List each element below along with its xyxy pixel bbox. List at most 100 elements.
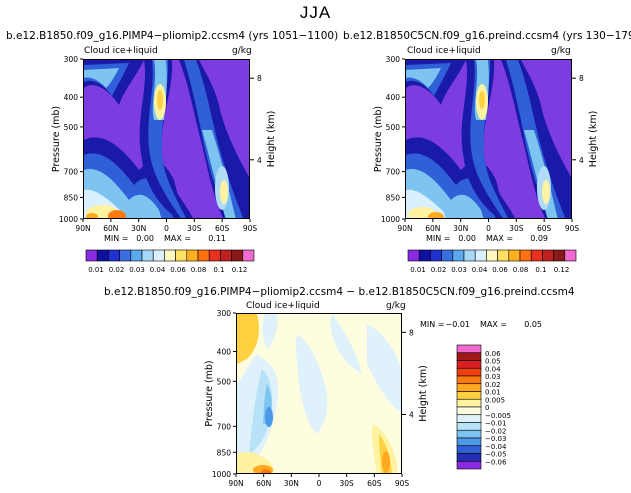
x-tick-label: 30S bbox=[340, 479, 355, 488]
colorbar-swatch bbox=[463, 249, 476, 262]
x-tick-label: 90N bbox=[228, 479, 243, 488]
diff-colorbar-label: 0.06 bbox=[485, 350, 501, 358]
colorbar-swatch bbox=[474, 249, 487, 262]
max-label: MAX = bbox=[486, 234, 513, 243]
colorbar-label: 0.03 bbox=[451, 266, 467, 274]
y-tick-label: 500 bbox=[386, 123, 401, 132]
colorbar-label: 0.03 bbox=[129, 266, 145, 274]
diff-colorbar-swatch bbox=[456, 375, 482, 385]
panel2-plot-area bbox=[405, 59, 572, 219]
colorbar-swatch bbox=[542, 249, 554, 262]
diff-colorbar-label: −0.06 bbox=[485, 458, 507, 466]
x-tick-label: 30N bbox=[284, 479, 299, 488]
colorbar-swatch bbox=[130, 249, 143, 262]
min-label: MIN = bbox=[104, 234, 129, 243]
pressure-axis-label: Pressure (mb) bbox=[373, 106, 384, 172]
colorbar-label: 0.12 bbox=[554, 266, 570, 274]
x-tick-label: 90N bbox=[397, 224, 412, 233]
diff-colorbar-label: 0.02 bbox=[485, 381, 501, 389]
y-tick-label: 300 bbox=[217, 309, 232, 318]
diff-colorbar-label: 0.03 bbox=[485, 373, 501, 381]
colorbar-swatch bbox=[85, 249, 98, 262]
diff-colorbar-label: 0.01 bbox=[485, 389, 501, 397]
min-label: MIN = bbox=[420, 320, 445, 329]
colorbar-label: 0.08 bbox=[191, 266, 207, 274]
colorbar-label: 0.1 bbox=[213, 266, 224, 274]
colorbar-label: 0.01 bbox=[88, 266, 104, 274]
y-tick-label: 1000 bbox=[381, 215, 400, 224]
max-label: MAX = bbox=[480, 320, 507, 329]
colorbar-swatch bbox=[231, 249, 244, 262]
diff-colorbar-swatch bbox=[456, 422, 482, 431]
diff-colorbar-label: −0.04 bbox=[485, 443, 507, 451]
colorbar-swatch bbox=[486, 249, 498, 262]
colorbar-swatch bbox=[519, 249, 532, 262]
x-tick-label: 0 bbox=[164, 224, 169, 233]
diff-colorbar-label: 0.04 bbox=[485, 365, 501, 373]
colorbar-swatch bbox=[497, 249, 510, 262]
panel3-plot-area bbox=[236, 313, 402, 474]
y-tick-label: 700 bbox=[217, 422, 232, 431]
y-tick-label: 400 bbox=[217, 347, 232, 356]
diff-colorbar-label: −0.005 bbox=[485, 412, 511, 420]
diff-colorbar-swatch bbox=[456, 360, 482, 369]
colorbar-label: 0.04 bbox=[150, 266, 166, 274]
colorbar-swatch bbox=[220, 249, 232, 262]
diff-colorbar-swatch bbox=[456, 460, 482, 470]
height-tick-label: 8 bbox=[257, 74, 262, 83]
y-tick-label: 1000 bbox=[59, 215, 78, 224]
panel3-units: g/kg bbox=[386, 301, 406, 311]
x-tick-label: 90S bbox=[395, 479, 410, 488]
diff-colorbar-swatch bbox=[456, 429, 482, 439]
height-tick-label: 4 bbox=[257, 156, 262, 165]
height-tick-label: 8 bbox=[409, 328, 414, 337]
x-tick-label: 60N bbox=[103, 224, 118, 233]
diff-colorbar-swatch bbox=[456, 398, 482, 408]
panel1-field-label: Cloud ice+liquid bbox=[84, 46, 158, 56]
colorbar-label: 0.04 bbox=[472, 266, 488, 274]
diff-colorbar-label: −0.03 bbox=[485, 435, 506, 443]
colorbar-swatch bbox=[430, 249, 442, 262]
panel1-contour-field bbox=[84, 60, 249, 218]
panel2-field-label: Cloud ice+liquid bbox=[407, 46, 481, 56]
y-tick-label: 500 bbox=[64, 123, 79, 132]
y-tick-label: 850 bbox=[386, 193, 401, 202]
x-tick-label: 60S bbox=[367, 479, 382, 488]
colorbar-swatch bbox=[152, 249, 165, 262]
panel1-plot-area bbox=[83, 59, 250, 219]
diff-colorbar-swatch bbox=[456, 391, 482, 400]
colorbar-swatch bbox=[441, 249, 454, 262]
x-tick-label: 30N bbox=[131, 224, 146, 233]
min-value: −0.01 bbox=[445, 320, 470, 329]
diff-colorbar-swatch bbox=[456, 445, 482, 454]
diff-colorbar-label: −0.01 bbox=[485, 420, 506, 428]
panel1-units: g/kg bbox=[232, 46, 252, 56]
height-tick-label: 8 bbox=[579, 74, 584, 83]
colorbar-label: 0.12 bbox=[232, 266, 248, 274]
x-tick-label: 60S bbox=[215, 224, 230, 233]
colorbar-swatch bbox=[418, 249, 431, 262]
diff-colorbar-swatch bbox=[456, 344, 482, 354]
diff-colorbar-swatch bbox=[456, 367, 482, 377]
colorbar-swatch bbox=[164, 249, 176, 262]
x-tick-label: 60N bbox=[425, 224, 440, 233]
panel2-units: g/kg bbox=[551, 46, 571, 56]
panel2-contour-field bbox=[406, 60, 571, 218]
colorbar-swatch bbox=[96, 249, 109, 262]
y-tick-label: 400 bbox=[386, 93, 401, 102]
height-axis-label: Height (km) bbox=[266, 111, 277, 168]
height-tick-label: 4 bbox=[579, 156, 584, 165]
x-tick-label: 30S bbox=[509, 224, 524, 233]
diff-colorbar-label: −0.02 bbox=[485, 427, 506, 435]
colorbar-label: 0.1 bbox=[535, 266, 546, 274]
diff-colorbar-label: 0.005 bbox=[485, 396, 505, 404]
diff-colorbar-swatch bbox=[456, 437, 482, 447]
y-tick-label: 1000 bbox=[212, 470, 231, 479]
height-tick-label: 4 bbox=[409, 410, 414, 419]
diff-colorbar-swatch bbox=[456, 352, 482, 361]
y-tick-label: 850 bbox=[217, 448, 232, 457]
height-axis-label: Height (km) bbox=[588, 111, 599, 168]
pressure-axis-label: Pressure (mb) bbox=[204, 360, 215, 426]
y-tick-label: 850 bbox=[64, 193, 79, 202]
pressure-axis-label: Pressure (mb) bbox=[51, 106, 62, 172]
